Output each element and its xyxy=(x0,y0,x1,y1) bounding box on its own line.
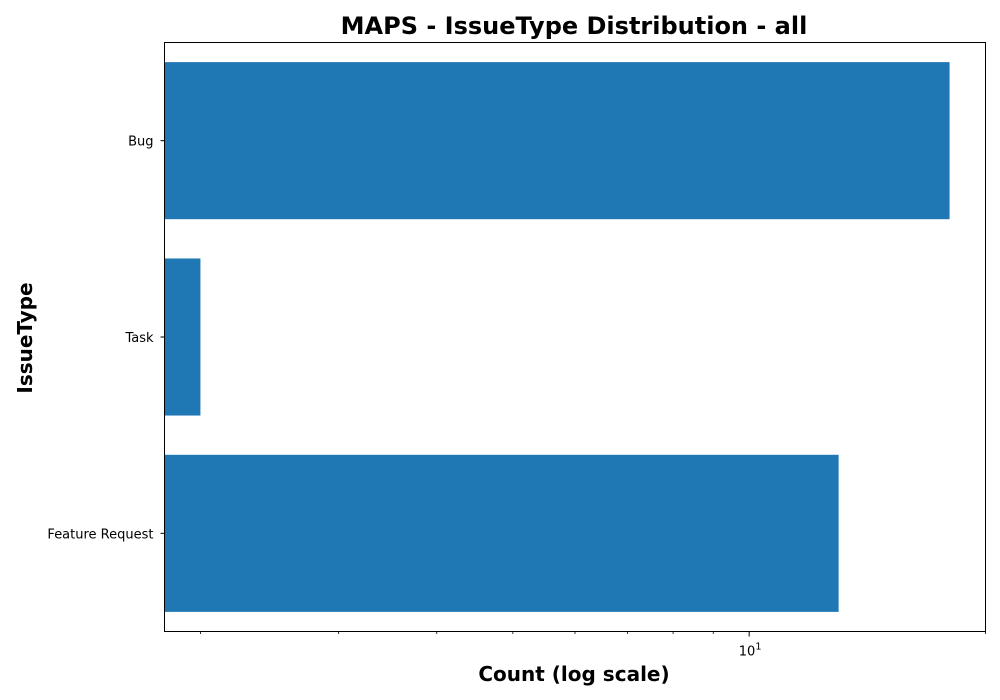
chart-title: MAPS - IssueType Distribution - all xyxy=(341,12,808,40)
y-tick-label: Task xyxy=(124,331,154,346)
x-tick-label: 101 xyxy=(739,642,762,660)
y-axis-ticks: Bug Task Feature Request xyxy=(47,135,165,542)
bars-layer xyxy=(164,62,950,612)
x-axis-label: Count (log scale) xyxy=(478,662,669,686)
plot-frame xyxy=(164,42,986,632)
y-tick-label: Bug xyxy=(128,135,153,150)
bar xyxy=(164,62,950,220)
x-axis-ticks: 101 xyxy=(200,631,986,660)
y-axis-label: IssueType xyxy=(13,282,37,393)
bar xyxy=(164,454,839,612)
y-tick-label: Feature Request xyxy=(47,527,153,542)
bar xyxy=(164,258,201,416)
